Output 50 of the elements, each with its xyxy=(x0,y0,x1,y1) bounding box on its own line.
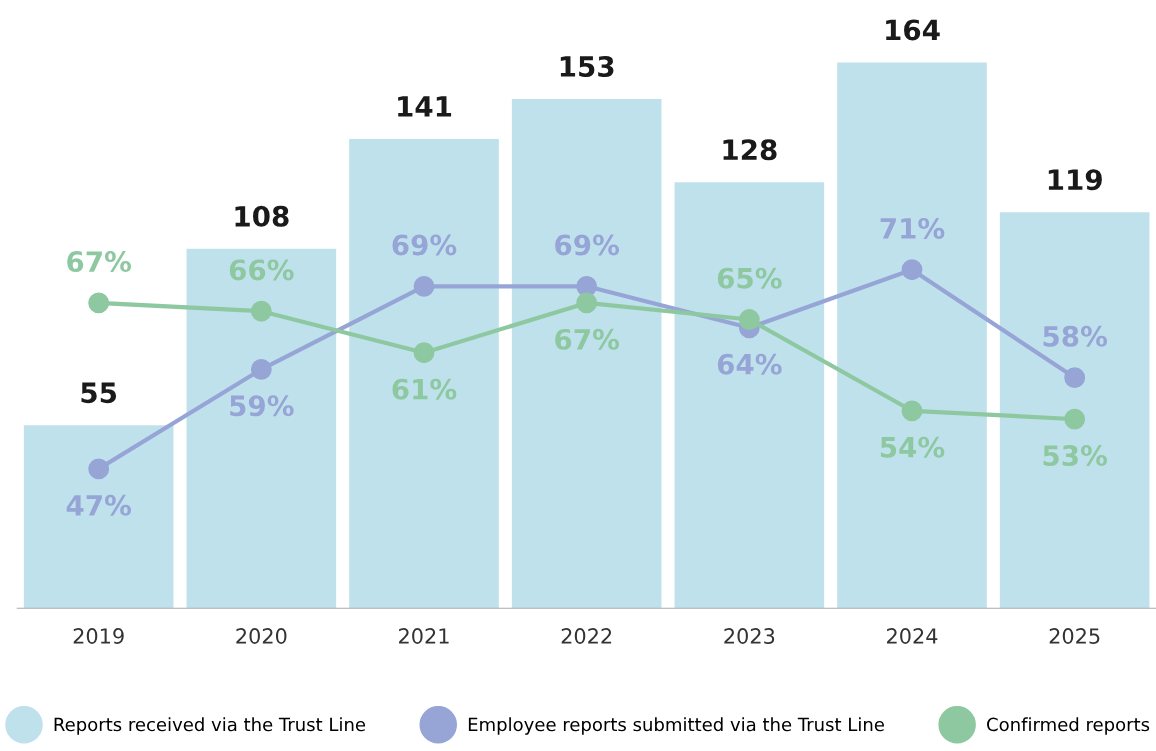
data-label: 108 xyxy=(235,205,289,227)
data-label: 67% xyxy=(555,328,620,350)
point xyxy=(901,400,923,422)
x-tick-label: 2023 xyxy=(724,628,775,644)
data-label: 47% xyxy=(66,494,132,516)
legend-label: Reports received via the Trust Line xyxy=(54,717,366,735)
point xyxy=(738,309,760,330)
data-label: 66% xyxy=(229,259,294,281)
point xyxy=(413,342,435,364)
point xyxy=(1064,367,1086,389)
point xyxy=(88,292,110,314)
data-label: 53% xyxy=(1043,445,1108,467)
point xyxy=(88,458,110,480)
bar xyxy=(186,248,337,609)
data-label: 128 xyxy=(723,139,777,161)
bar xyxy=(349,139,499,609)
point xyxy=(901,259,923,281)
data-label: 65% xyxy=(717,267,782,289)
data-label: 164 xyxy=(886,19,940,41)
legend-label: Confirmed reports xyxy=(987,717,1150,735)
data-label: 69% xyxy=(392,234,457,256)
data-label: 59% xyxy=(230,395,294,417)
x-tick-label: 2020 xyxy=(236,628,287,644)
legend-label: Employee reports submitted via the Trust Line xyxy=(468,717,884,735)
bar xyxy=(999,212,1150,609)
bar xyxy=(511,99,662,609)
point xyxy=(1064,408,1086,430)
x-tick-label: 2019 xyxy=(73,628,124,644)
x-tick-label: 2024 xyxy=(887,628,938,644)
data-label: 141 xyxy=(398,96,452,117)
data-label: 64% xyxy=(717,353,782,375)
point xyxy=(250,300,272,322)
point xyxy=(576,292,598,314)
data-label: 69% xyxy=(555,234,620,256)
data-label: 54% xyxy=(880,436,945,458)
x-tick-label: 2021 xyxy=(399,628,449,644)
x-tick-label: 2025 xyxy=(1049,628,1100,644)
data-label: 61% xyxy=(392,378,457,400)
data-label: 55 xyxy=(81,382,117,404)
x-tick-label: 2022 xyxy=(561,628,612,644)
data-label: 58% xyxy=(1043,325,1108,347)
bar xyxy=(23,425,174,609)
data-label: 67% xyxy=(67,251,132,273)
data-label: 71% xyxy=(880,217,945,239)
data-label: 119 xyxy=(1048,169,1102,191)
bar xyxy=(674,182,825,609)
point xyxy=(413,275,435,297)
data-label: 153 xyxy=(560,56,614,78)
point xyxy=(250,358,272,380)
bar xyxy=(837,62,987,609)
